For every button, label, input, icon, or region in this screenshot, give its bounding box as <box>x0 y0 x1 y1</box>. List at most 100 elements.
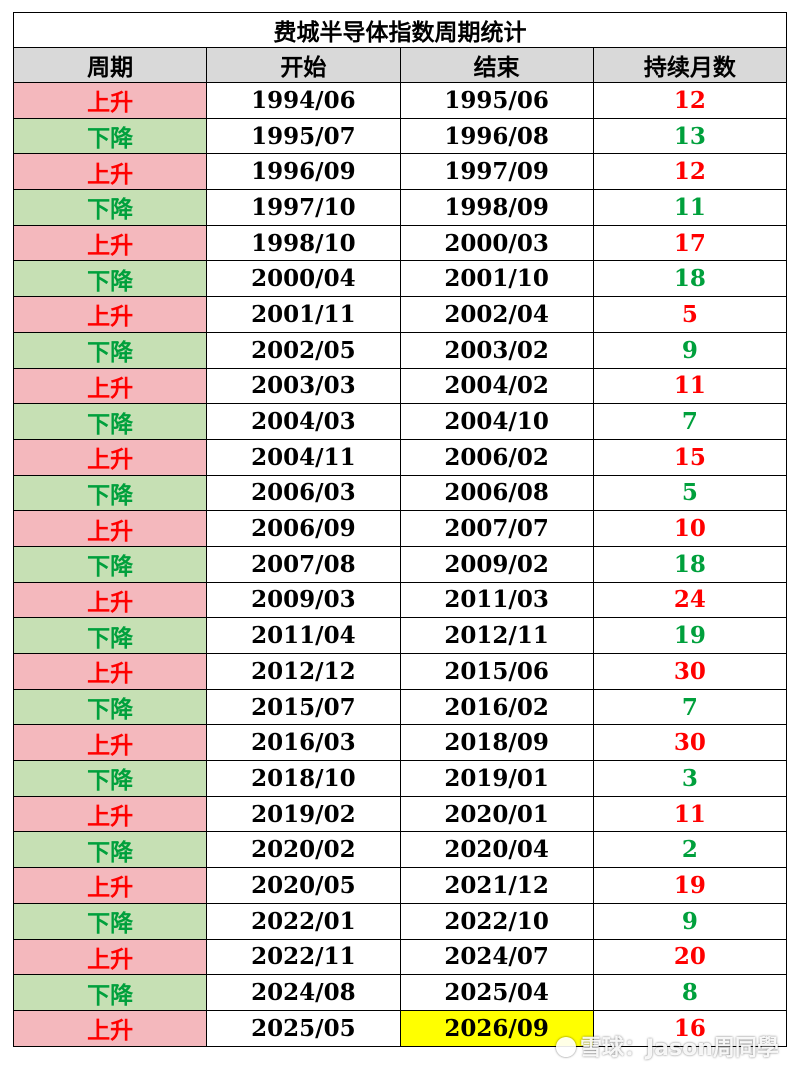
cycle-phase-cell: 上升 <box>12 296 208 333</box>
table-row: 上升 1996/09 1997/09 12 <box>12 153 788 191</box>
cycle-phase-cell: 上升 <box>12 510 208 547</box>
end-date-cell: 2011/03 <box>399 581 594 619</box>
duration-months-cell: 7 <box>592 688 788 726</box>
end-date-cell: 2001/10 <box>399 260 594 298</box>
cycle-phase-cell: 上升 <box>12 724 208 762</box>
end-date-cell: 1996/08 <box>399 117 594 155</box>
table-row: 上升 2012/12 2015/06 30 <box>12 653 788 690</box>
header-phase: 周期 <box>12 47 208 83</box>
cycle-phase-cell: 下降 <box>12 760 208 797</box>
start-date-cell: 1998/10 <box>206 224 401 262</box>
start-date-cell: 2003/03 <box>206 367 401 405</box>
table-row: 下降 2000/04 2001/10 18 <box>12 260 788 298</box>
start-date-cell: 1996/09 <box>206 153 401 191</box>
duration-months-cell: 13 <box>592 117 788 155</box>
end-date-cell: 2009/02 <box>399 545 594 583</box>
duration-months-cell: 12 <box>592 153 788 191</box>
cycle-phase-cell: 下降 <box>12 688 208 726</box>
start-date-cell: 2022/11 <box>206 938 401 976</box>
cycle-phase-cell: 下降 <box>12 260 208 298</box>
end-date-cell: 2019/01 <box>399 760 594 797</box>
duration-months-cell: 19 <box>592 617 788 654</box>
duration-months-cell: 20 <box>592 938 788 976</box>
duration-months-cell: 18 <box>592 545 788 583</box>
duration-months-cell: 5 <box>592 474 788 512</box>
duration-months-cell: 19 <box>592 867 788 904</box>
cycle-phase-cell: 下降 <box>12 331 208 369</box>
cycle-phase-cell: 下降 <box>12 974 208 1011</box>
end-date-cell: 2022/10 <box>399 902 594 940</box>
start-date-cell: 2018/10 <box>206 760 401 797</box>
duration-months-cell: 7 <box>592 403 788 440</box>
table-row: 上升 2025/05 2026/09 16 <box>12 1009 788 1047</box>
duration-months-cell: 30 <box>592 724 788 762</box>
table-row: 上升 2009/03 2011/03 24 <box>12 581 788 619</box>
header-start: 开始 <box>206 47 401 83</box>
table-row: 下降 2002/05 2003/02 9 <box>12 331 788 369</box>
table-row: 下降 1997/10 1998/09 11 <box>12 189 788 226</box>
table-row: 上升 2001/11 2002/04 5 <box>12 296 788 333</box>
cycle-phase-cell: 上升 <box>12 438 208 476</box>
table-row: 上升 1998/10 2000/03 17 <box>12 224 788 262</box>
end-date-cell: 2004/10 <box>399 403 594 440</box>
table-row: 上升 2003/03 2004/02 11 <box>12 367 788 405</box>
table-row: 上升 2004/11 2006/02 15 <box>12 438 788 476</box>
table-row: 下降 2022/01 2022/10 9 <box>12 902 788 940</box>
end-date-cell: 2018/09 <box>399 724 594 762</box>
table-row: 下降 2011/04 2012/11 19 <box>12 617 788 654</box>
end-date-cell: 2024/07 <box>399 938 594 976</box>
table-row: 下降 2004/03 2004/10 7 <box>12 403 788 440</box>
cycle-phase-cell: 下降 <box>12 474 208 512</box>
start-date-cell: 2000/04 <box>206 260 401 298</box>
start-date-cell: 2016/03 <box>206 724 401 762</box>
start-date-cell: 2019/02 <box>206 795 401 833</box>
table-row: 上升 2016/03 2018/09 30 <box>12 724 788 762</box>
end-date-cell: 2012/11 <box>399 617 594 654</box>
cycle-phase-cell: 上升 <box>12 1009 208 1047</box>
start-date-cell: 2012/12 <box>206 653 401 690</box>
cycle-phase-cell: 上升 <box>12 867 208 904</box>
start-date-cell: 1994/06 <box>206 82 401 119</box>
cycle-phase-cell: 下降 <box>12 617 208 654</box>
table-row: 下降 2020/02 2020/04 2 <box>12 831 788 869</box>
table-title: 费城半导体指数周期统计 <box>13 12 787 48</box>
table-row: 下降 2006/03 2006/08 5 <box>12 474 788 512</box>
duration-months-cell: 10 <box>592 510 788 547</box>
cycle-phase-cell: 下降 <box>12 117 208 155</box>
duration-months-cell: 5 <box>592 296 788 333</box>
end-date-cell: 2007/07 <box>399 510 594 547</box>
duration-months-cell: 9 <box>592 902 788 940</box>
duration-months-cell: 11 <box>592 795 788 833</box>
table-row: 下降 2007/08 2009/02 18 <box>12 545 788 583</box>
table-body: 上升 1994/06 1995/06 12 下降 1995/07 1996/08 13 上升 19… <box>12 82 788 1047</box>
end-date-cell: 2006/02 <box>399 438 594 476</box>
end-date-cell: 2020/04 <box>399 831 594 869</box>
end-date-cell: 2015/06 <box>399 653 594 690</box>
cycle-phase-cell: 上升 <box>12 653 208 690</box>
end-date-cell: 1998/09 <box>399 189 594 226</box>
duration-months-cell: 24 <box>592 581 788 619</box>
duration-months-cell: 17 <box>592 224 788 262</box>
end-date-cell: 2021/12 <box>399 867 594 904</box>
cycle-statistics-table: 费城半导体指数周期统计 周期 开始 结束 持续月数 上升 1994/06 1995/… <box>12 12 788 1047</box>
start-date-cell: 2004/03 <box>206 403 401 440</box>
table-row: 下降 2024/08 2025/04 8 <box>12 974 788 1011</box>
table-row: 上升 2019/02 2020/01 11 <box>12 795 788 833</box>
cycle-phase-cell: 上升 <box>12 581 208 619</box>
end-date-cell: 2025/04 <box>399 974 594 1011</box>
end-date-cell: 2003/02 <box>399 331 594 369</box>
end-date-cell: 2006/08 <box>399 474 594 512</box>
duration-months-cell: 3 <box>592 760 788 797</box>
header-end: 结束 <box>399 47 594 83</box>
table-row: 下降 1995/07 1996/08 13 <box>12 117 788 155</box>
duration-months-cell: 9 <box>592 331 788 369</box>
duration-months-cell: 12 <box>592 82 788 119</box>
table-row: 下降 2018/10 2019/01 3 <box>12 760 788 797</box>
start-date-cell: 2015/07 <box>206 688 401 726</box>
end-date-cell: 2020/01 <box>399 795 594 833</box>
cycle-phase-cell: 上升 <box>12 153 208 191</box>
header-row: 周期 开始 结束 持续月数 <box>12 47 788 83</box>
start-date-cell: 2024/08 <box>206 974 401 1011</box>
start-date-cell: 2009/03 <box>206 581 401 619</box>
table-row: 上升 2006/09 2007/07 10 <box>12 510 788 547</box>
